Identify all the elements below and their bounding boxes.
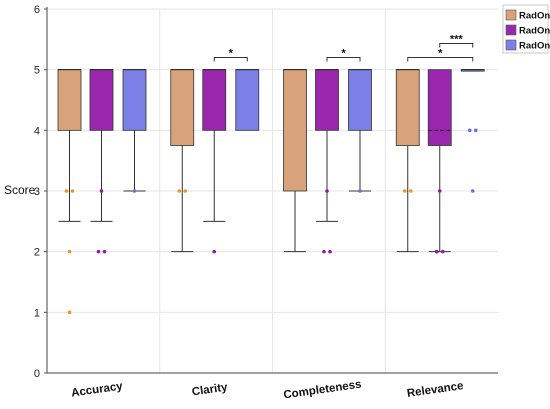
- outlier-point: [99, 189, 104, 193]
- legend-swatch-radonc1: [505, 9, 517, 21]
- box-radonc3-completeness: [348, 69, 372, 193]
- box-radonc1-clarity: [170, 69, 195, 253]
- outlier-point: [177, 189, 182, 193]
- box-body: [57, 69, 82, 131]
- outlier-point: [328, 249, 332, 254]
- y-axis-label: Score: [4, 183, 36, 197]
- box-body: [348, 69, 372, 131]
- box-radonc1-accuracy: [57, 69, 82, 315]
- box-body: [315, 69, 339, 131]
- outlier-point: [132, 189, 137, 193]
- outlier-point: [470, 189, 475, 193]
- outlier-point: [67, 249, 72, 254]
- y-tick-label-5: 5: [34, 65, 40, 77]
- legend: RadOnc1 RadOnc2 RadOnc3: [502, 4, 550, 54]
- significance-bracket: ***: [439, 34, 474, 48]
- y-tick-label-0: 0: [34, 368, 40, 380]
- outlier-point: [212, 249, 217, 254]
- box-radonc2-clarity: [202, 69, 227, 254]
- box-body: [395, 69, 420, 146]
- box-radonc3-accuracy: [122, 69, 147, 193]
- grid-lines: [47, 8, 498, 373]
- significance-label: *: [229, 48, 234, 60]
- y-tick-label-4: 4: [34, 125, 40, 137]
- box-radonc1-completeness: [283, 69, 307, 253]
- significance-bracket: *: [326, 48, 361, 62]
- legend-label-radonc2: RadOnc2: [519, 26, 550, 37]
- plot-area: [57, 69, 485, 315]
- outlier-point: [358, 189, 362, 193]
- box-radonc2-relevance: [427, 69, 452, 254]
- box-radonc3-relevance: [460, 69, 485, 193]
- outlier-point: [102, 249, 107, 254]
- box-body: [122, 69, 147, 131]
- legend-swatch-radonc2: [505, 24, 517, 36]
- significance-bracket: *: [213, 48, 248, 62]
- legend-label-radonc1: RadOnc1: [519, 11, 550, 22]
- outlier-point: [325, 189, 329, 193]
- significance-annotations: * * ****: [213, 34, 474, 62]
- significance-label: ***: [450, 34, 464, 46]
- box-body: [170, 69, 195, 146]
- outlier-point: [440, 249, 445, 254]
- box-body: [235, 69, 260, 131]
- y-tick-label-1: 1: [34, 307, 40, 319]
- outlier-point: [64, 189, 69, 193]
- box-body: [89, 69, 114, 131]
- outlier-point: [322, 249, 326, 254]
- bracket-line: [213, 57, 248, 62]
- box-body: [427, 69, 452, 146]
- legend-swatch-radonc3: [505, 39, 517, 51]
- box-body: [202, 69, 227, 131]
- outlier-point: [402, 189, 407, 193]
- significance-label: *: [341, 48, 346, 60]
- significance-label: *: [438, 48, 443, 60]
- y-tick-label-2: 2: [34, 247, 40, 259]
- y-tick-label-3: 3: [34, 186, 40, 198]
- outlier-point: [96, 249, 101, 254]
- x-tick-label-clarity: Clarity: [191, 382, 229, 399]
- box-body: [283, 69, 307, 192]
- outlier-point: [183, 189, 188, 193]
- bracket-line: [439, 43, 474, 48]
- outlier-point: [467, 128, 472, 133]
- bracket-line: [326, 57, 361, 62]
- outlier-point: [408, 189, 413, 193]
- box-radonc2-accuracy: [89, 69, 114, 254]
- outlier-point: [437, 189, 442, 193]
- outlier-point: [434, 249, 439, 254]
- y-tick-label-6: 6: [34, 4, 40, 16]
- box-radonc3-clarity: [235, 69, 260, 131]
- bracket-line: [407, 57, 474, 62]
- outlier-point: [67, 310, 72, 315]
- significance-bracket: *: [407, 48, 474, 62]
- legend-label-radonc3: RadOnc3: [519, 41, 550, 52]
- outlier-point: [473, 128, 478, 133]
- box-radonc1-relevance: [395, 69, 420, 253]
- box-radonc2-completeness: [315, 69, 339, 254]
- outlier-point: [70, 189, 75, 193]
